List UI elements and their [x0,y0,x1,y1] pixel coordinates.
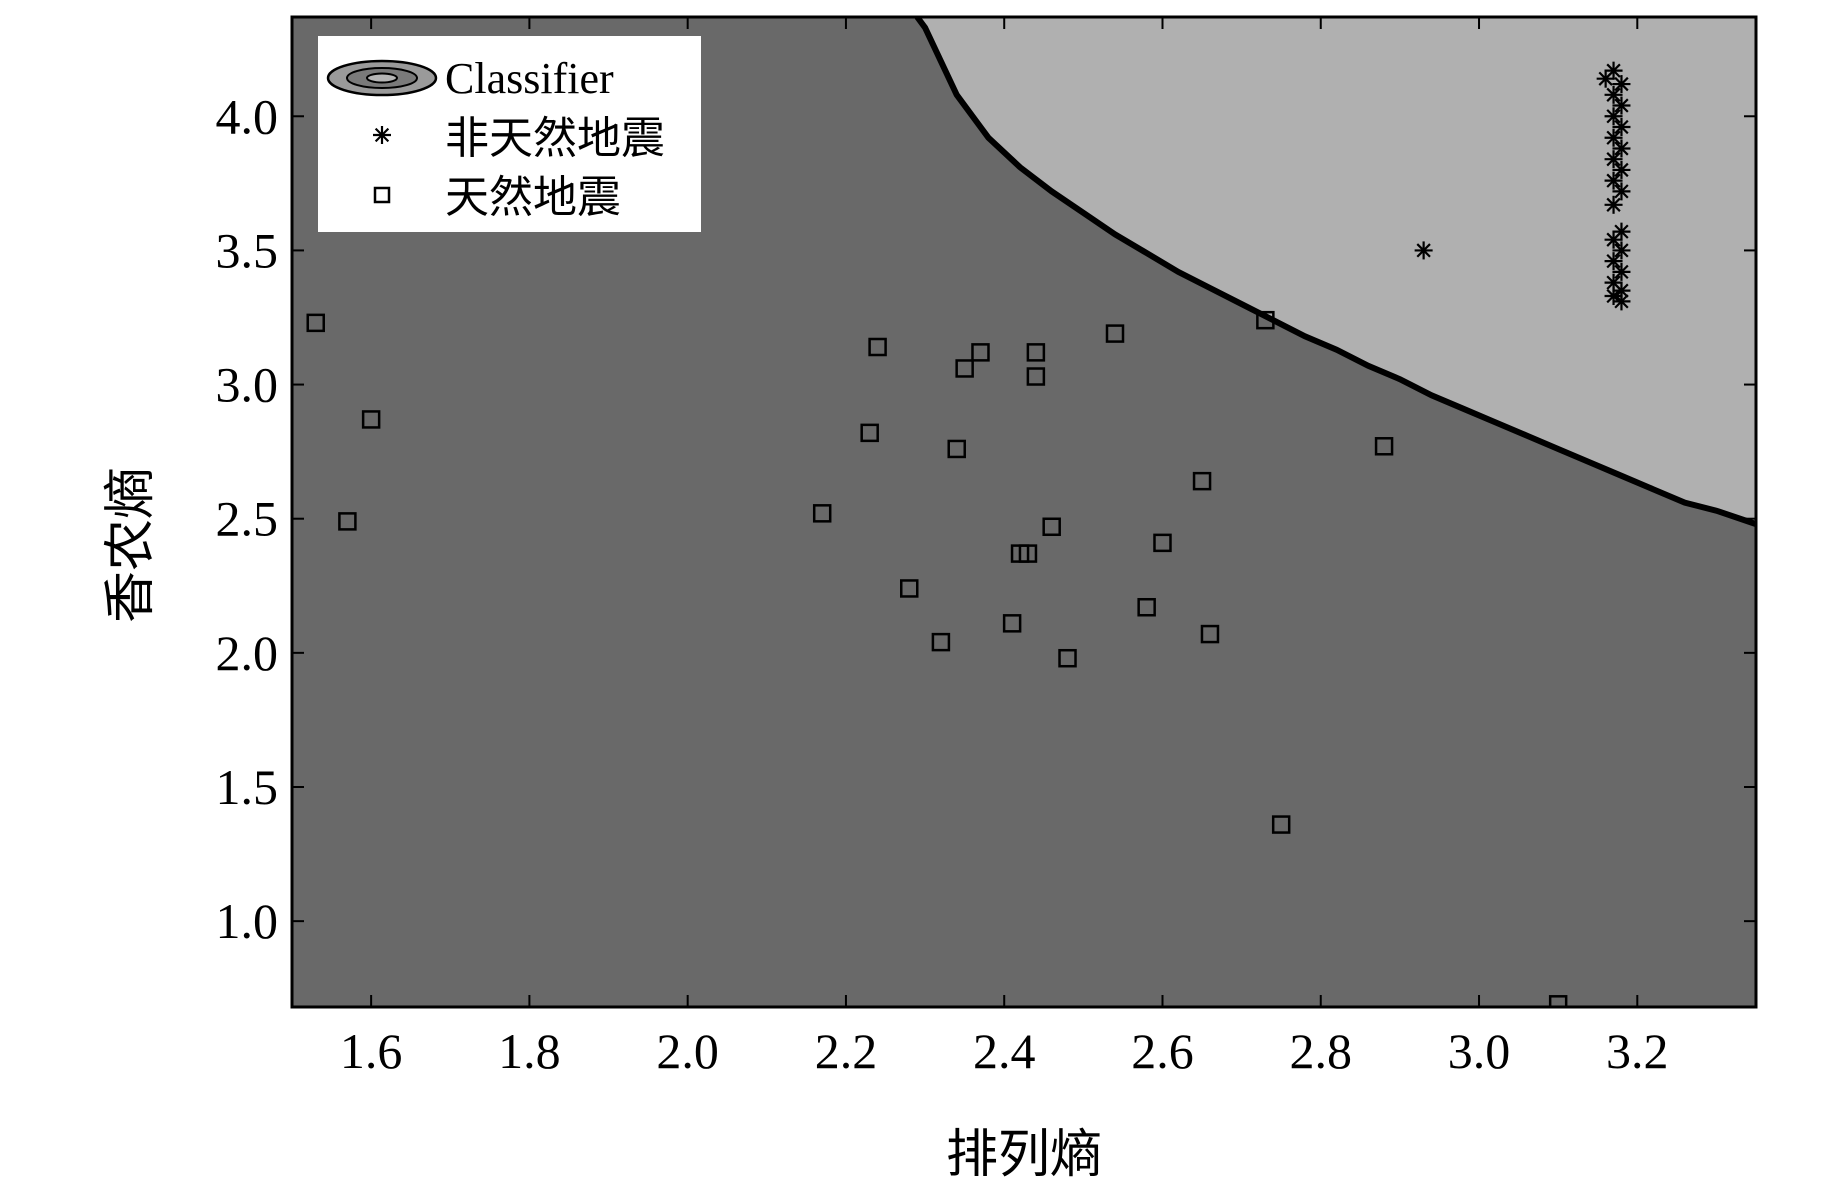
x-tick-label: 3.0 [1448,1023,1511,1079]
non-natural-earthquake-markers [1414,61,1631,311]
natural-earthquake-point [1018,544,1038,563]
natural-earthquake-point [1002,614,1022,633]
natural-earthquake-point [1026,367,1046,386]
natural-earthquake-point [1271,815,1291,834]
x-tick-label: 2.8 [1290,1023,1353,1079]
natural-earthquake-point [931,632,951,652]
legend-star-glyph [373,126,391,144]
natural-earthquake-point [1137,597,1156,617]
y-tick-label: 4.0 [216,88,279,144]
y-tick-label: 1.5 [216,759,279,815]
natural-earthquake-point [860,423,879,443]
natural-earthquake-point [1058,648,1077,668]
non-natural-earthquake-point [1604,230,1623,249]
x-tick-label: 1.8 [498,1023,561,1079]
non-natural-earthquake-point [1612,160,1631,179]
non-natural-earthquake-region [917,17,1756,525]
natural-earthquake-point [1200,624,1220,644]
legend-star-icon [373,126,391,144]
x-axis-label: 排列熵 [946,1125,1102,1181]
y-axis-label: 香农熵 [101,467,161,623]
y-tick-label: 2.0 [216,625,279,681]
non-natural-earthquake-point [1612,118,1631,136]
natural-earthquake-point [1374,437,1394,456]
plot-frame [290,15,1758,1009]
y-axis-ticks: 1.0 1.5 2.0 2.5 3.0 3.5 4.0 [216,88,1756,949]
non-natural-earthquake-point [1604,252,1623,271]
natural-earthquake-point [361,410,381,429]
natural-earthquake-point [900,579,919,598]
y-tick-label: 2.5 [216,491,279,547]
y-tick-label: 1.0 [216,893,279,949]
natural-earthquake-point [1026,343,1046,362]
y-tick-label: 3.0 [216,357,279,413]
x-tick-label: 1.6 [340,1023,403,1079]
natural-earthquake-point [868,337,887,357]
non-natural-earthquake-point [1612,96,1631,115]
non-natural-earthquake-point [1612,262,1631,281]
natural-earthquake-point [1105,324,1125,343]
x-tick-label: 2.0 [656,1023,719,1079]
non-natural-earthquake-point [1604,107,1623,126]
natural-earthquake-point [971,343,990,362]
natural-earthquake-point [1192,471,1212,491]
natural-earthquake-point [1256,310,1275,330]
legend-square-icon [373,186,391,204]
x-tick-label: 2.6 [1131,1023,1194,1079]
non-natural-earthquake-point [1612,139,1631,158]
non-natural-earthquake-point [1604,85,1623,104]
decision-boundary-line [914,17,1756,527]
natural-earthquake-point [338,512,357,531]
plot-area [292,17,1756,1007]
legend: Classifier 非天然地震 天然地震 [318,36,701,232]
non-natural-earthquake-point [1612,182,1631,201]
legend-label-non-natural: 非天然地震 [445,113,665,164]
x-tick-label: 2.4 [973,1023,1036,1079]
non-natural-earthquake-point [1414,241,1433,260]
x-tick-label: 3.2 [1606,1023,1669,1079]
natural-earthquake-point [1042,517,1061,537]
x-axis-ticks: 1.6 1.8 2.0 2.2 2.4 2.6 2.8 3.0 3.2 [340,17,1669,1079]
natural-earthquake-point [947,439,966,459]
non-natural-earthquake-point [1612,292,1631,311]
non-natural-earthquake-point [1604,195,1623,214]
natural-earthquake-point [1548,995,1568,1007]
non-natural-earthquake-point [1604,150,1623,169]
non-natural-earthquake-point [1604,171,1623,190]
non-natural-earthquake-point [1604,61,1623,80]
y-tick-label: 3.5 [216,222,279,278]
non-natural-earthquake-point [1604,128,1623,147]
natural-earthquake-point [955,359,974,378]
legend-label-classifier: Classifier [445,54,614,103]
non-natural-earthquake-point [1612,241,1631,260]
natural-earthquake-point [1153,533,1172,553]
natural-earthquake-markers [306,310,1568,1007]
natural-earthquake-point [812,504,832,523]
legend-label-natural: 天然地震 [445,172,621,223]
legend-contour-icon [326,59,438,97]
non-natural-earthquake-point [1612,75,1631,94]
x-tick-label: 2.2 [815,1023,878,1079]
natural-earthquake-point [306,313,325,333]
